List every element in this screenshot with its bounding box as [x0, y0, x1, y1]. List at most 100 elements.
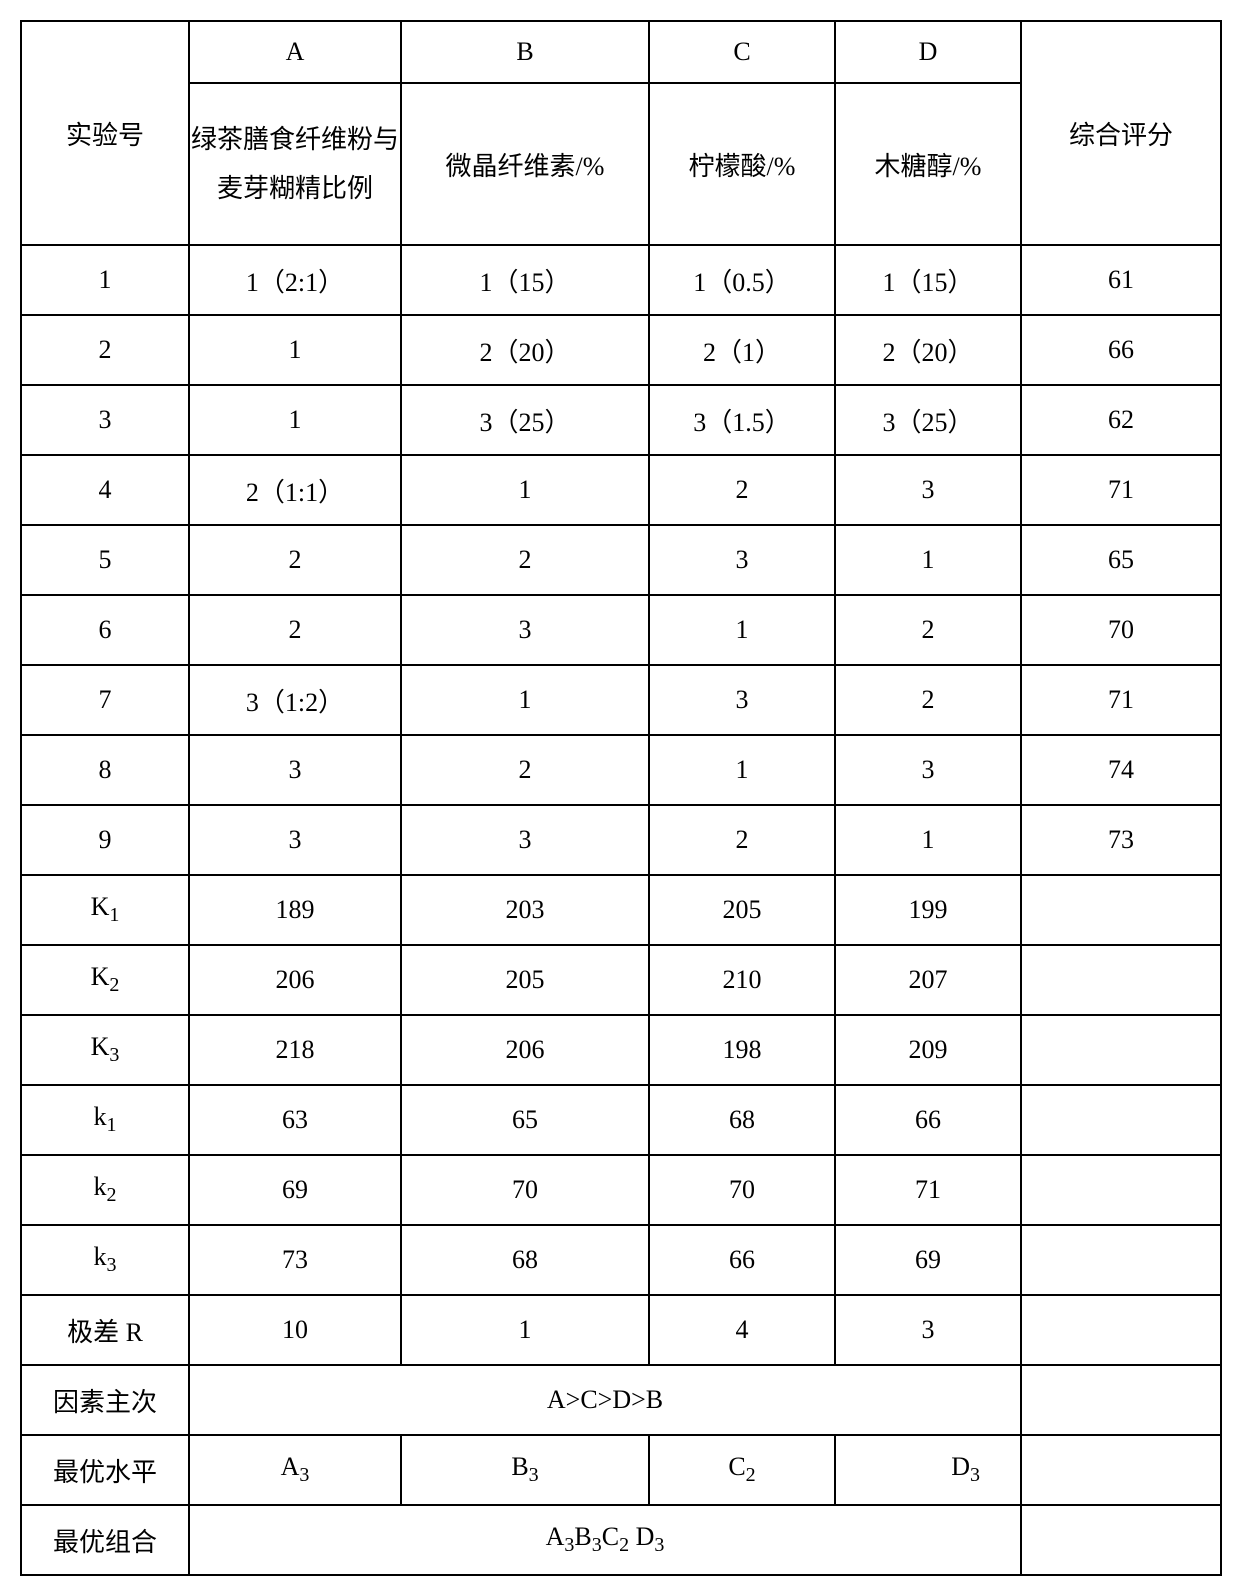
table-row: 6 2 3 1 2 70 — [21, 595, 1221, 665]
cell-A: 63 — [189, 1085, 401, 1155]
optimal-level-row: 最优水平 A3 B3 C2 D3 — [21, 1435, 1221, 1505]
cell-A: 73 — [189, 1225, 401, 1295]
cell-C: 2（1） — [649, 315, 835, 385]
cell-D: 2 — [835, 665, 1021, 735]
cell-score: 70 — [1021, 595, 1221, 665]
cell-score: 71 — [1021, 455, 1221, 525]
cell-B: 3 — [401, 595, 649, 665]
K-row: K3 218 206 198 209 — [21, 1015, 1221, 1085]
cell-D: 2 — [835, 595, 1021, 665]
header-row-1: 实验号 A B C D 综合评分 — [21, 21, 1221, 83]
cell-C: 3 — [649, 525, 835, 595]
k-row: k2 69 70 70 71 — [21, 1155, 1221, 1225]
cell-A: 10 — [189, 1295, 401, 1365]
range-row: 极差 R 10 1 4 3 — [21, 1295, 1221, 1365]
k-label: k3 — [21, 1225, 189, 1295]
cell-D: 1 — [835, 525, 1021, 595]
cell-A: 1 — [189, 315, 401, 385]
cell-score: 73 — [1021, 805, 1221, 875]
table-row: 7 3（1:2） 1 3 2 71 — [21, 665, 1221, 735]
table-row: 2 1 2（20） 2（1） 2（20） 66 — [21, 315, 1221, 385]
cell-C: 3（1.5） — [649, 385, 835, 455]
cell-D: 3（25） — [835, 385, 1021, 455]
optimal-level-C: C2 — [649, 1435, 835, 1505]
cell-B: 68 — [401, 1225, 649, 1295]
cell-score: 61 — [1021, 245, 1221, 315]
cell-B: 2 — [401, 735, 649, 805]
header-factor-C-code: C — [649, 21, 835, 83]
K-row: K1 189 203 205 199 — [21, 875, 1221, 945]
cell-empty — [1021, 875, 1221, 945]
cell-C: 70 — [649, 1155, 835, 1225]
optimal-combo-label: 最优组合 — [21, 1505, 189, 1575]
table-row: 5 2 2 3 1 65 — [21, 525, 1221, 595]
cell-B: 2（20） — [401, 315, 649, 385]
optimal-level-label: 最优水平 — [21, 1435, 189, 1505]
cell-B: 1 — [401, 1295, 649, 1365]
cell-A: 189 — [189, 875, 401, 945]
cell-empty — [1021, 1225, 1221, 1295]
cell-no: 6 — [21, 595, 189, 665]
cell-C: 4 — [649, 1295, 835, 1365]
optimal-level-B: B3 — [401, 1435, 649, 1505]
cell-C: 2 — [649, 455, 835, 525]
header-factor-A-code: A — [189, 21, 401, 83]
cell-score: 74 — [1021, 735, 1221, 805]
cell-A: 2（1:1） — [189, 455, 401, 525]
cell-C: 210 — [649, 945, 835, 1015]
cell-A: 69 — [189, 1155, 401, 1225]
cell-D: 1（15） — [835, 245, 1021, 315]
header-experiment-no: 实验号 — [21, 21, 189, 245]
cell-A: 2 — [189, 595, 401, 665]
cell-score: 62 — [1021, 385, 1221, 455]
cell-empty — [1021, 945, 1221, 1015]
header-factor-D-code: D — [835, 21, 1021, 83]
cell-empty — [1021, 1365, 1221, 1435]
cell-no: 3 — [21, 385, 189, 455]
K-label: K3 — [21, 1015, 189, 1085]
cell-D: 3 — [835, 1295, 1021, 1365]
cell-C: 1 — [649, 735, 835, 805]
cell-B: 2 — [401, 525, 649, 595]
cell-B: 3 — [401, 805, 649, 875]
cell-D: 2（20） — [835, 315, 1021, 385]
cell-D: 3 — [835, 455, 1021, 525]
K-label: K2 — [21, 945, 189, 1015]
optimal-level-A: A3 — [189, 1435, 401, 1505]
cell-score: 66 — [1021, 315, 1221, 385]
cell-D: 66 — [835, 1085, 1021, 1155]
header-factor-A-desc: 绿茶膳食纤维粉与麦芽糊精比例 — [189, 83, 401, 245]
k-label: k2 — [21, 1155, 189, 1225]
k-label: k1 — [21, 1085, 189, 1155]
cell-A: 1（2:1） — [189, 245, 401, 315]
cell-empty — [1021, 1085, 1221, 1155]
optimal-combo-value: A3B3C2 D3 — [189, 1505, 1021, 1575]
cell-B: 1 — [401, 665, 649, 735]
header-factor-B-desc: 微晶纤维素/% — [401, 83, 649, 245]
header-factor-B-code: B — [401, 21, 649, 83]
cell-no: 2 — [21, 315, 189, 385]
k-row: k3 73 68 66 69 — [21, 1225, 1221, 1295]
cell-B: 65 — [401, 1085, 649, 1155]
table-row: 4 2（1:1） 1 2 3 71 — [21, 455, 1221, 525]
cell-empty — [1021, 1155, 1221, 1225]
cell-C: 198 — [649, 1015, 835, 1085]
K-label: K1 — [21, 875, 189, 945]
cell-no: 1 — [21, 245, 189, 315]
cell-D: 71 — [835, 1155, 1021, 1225]
cell-D: 69 — [835, 1225, 1021, 1295]
table-row: 9 3 3 2 1 73 — [21, 805, 1221, 875]
K-row: K2 206 205 210 207 — [21, 945, 1221, 1015]
cell-empty — [1021, 1295, 1221, 1365]
cell-D: 209 — [835, 1015, 1021, 1085]
cell-no: 9 — [21, 805, 189, 875]
cell-B: 3（25） — [401, 385, 649, 455]
table-row: 8 3 2 1 3 74 — [21, 735, 1221, 805]
factor-order-value: A>C>D>B — [189, 1365, 1021, 1435]
header-factor-D-desc: 木糖醇/% — [835, 83, 1021, 245]
cell-A: 3 — [189, 805, 401, 875]
cell-A: 3（1:2） — [189, 665, 401, 735]
table-row: 1 1（2:1） 1（15） 1（0.5） 1（15） 61 — [21, 245, 1221, 315]
cell-score: 65 — [1021, 525, 1221, 595]
cell-B: 1（15） — [401, 245, 649, 315]
